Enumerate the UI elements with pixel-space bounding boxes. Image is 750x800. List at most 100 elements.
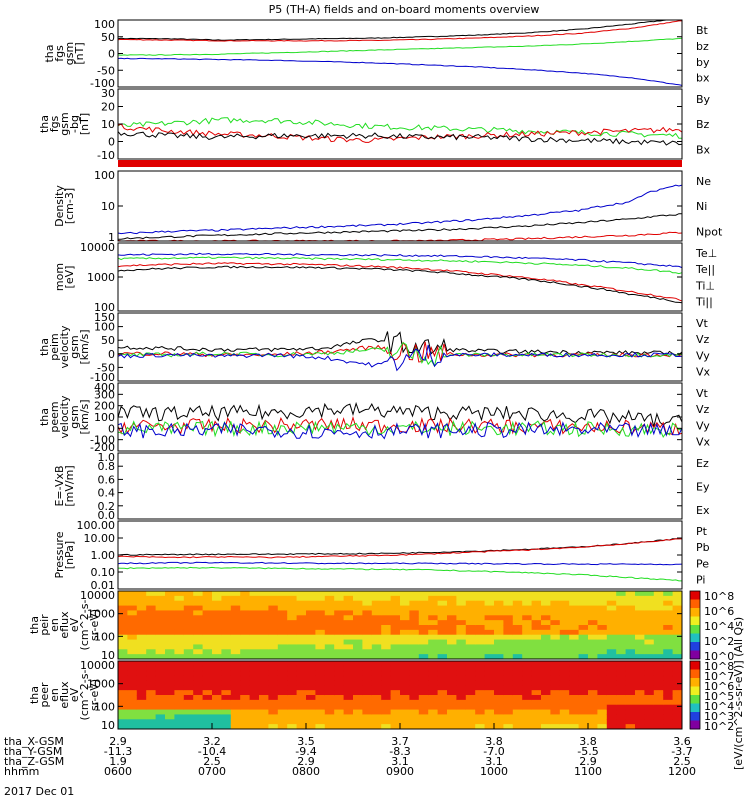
heatmap-cell — [118, 680, 128, 686]
heatmap-cell — [512, 634, 523, 641]
heatmap-cell — [183, 670, 194, 677]
heatmap-cell — [653, 680, 664, 686]
heatmap-cell — [146, 704, 157, 711]
heatmap-cell — [522, 634, 533, 641]
heatmap-cell — [268, 661, 279, 667]
colorbar-swatch — [690, 669, 700, 679]
heatmap-cell — [306, 685, 316, 691]
heatmap-cell — [287, 675, 298, 681]
heatmap-cell — [277, 634, 288, 641]
heatmap-cell — [512, 719, 523, 725]
heatmap-cell — [230, 605, 241, 611]
heatmap-cell — [447, 654, 457, 660]
heatmap-cell — [569, 714, 580, 720]
heatmap-cell — [118, 625, 128, 631]
heatmap-cell — [550, 625, 561, 631]
heatmap-cell — [381, 665, 392, 672]
heatmap-cell — [559, 610, 570, 616]
heatmap-cell — [259, 639, 269, 645]
heatmap-cell — [465, 615, 476, 621]
heatmap-cell — [118, 699, 128, 706]
heatmap-cell — [306, 591, 316, 597]
heatmap-cell — [597, 695, 608, 701]
heatmap-cell — [287, 699, 298, 706]
heatmap-cell — [447, 615, 457, 621]
heatmap-cell — [597, 610, 608, 616]
heatmap-cell — [202, 661, 213, 667]
heatmap-cell — [287, 591, 298, 597]
heatmap-cell — [306, 690, 316, 696]
y-axis-label: [km/s] — [78, 329, 91, 364]
heatmap-cell — [616, 644, 627, 650]
series-line-peim-Vx — [117, 344, 683, 372]
heatmap-cell — [268, 704, 279, 711]
heatmap-cell — [494, 665, 504, 672]
heatmap-cell — [653, 600, 664, 607]
heatmap-cell — [296, 595, 307, 602]
heatmap-cell — [155, 654, 166, 660]
panel-peer: 10^810^710^610^510^410^310^2100001000100… — [28, 659, 734, 733]
heatmap-cell — [409, 724, 420, 730]
heatmap-cell — [306, 670, 316, 677]
heatmap-cell — [334, 625, 345, 631]
heatmap-cell — [155, 591, 166, 597]
heatmap-cell — [230, 719, 241, 725]
heatmap-cell — [296, 661, 307, 667]
heatmap-cell — [484, 605, 495, 611]
heatmap-cell — [447, 595, 457, 602]
x-row-value: 0700 — [198, 765, 226, 778]
heatmap-cell — [183, 661, 194, 667]
heatmap-cell — [221, 704, 232, 711]
heatmap-cell — [644, 600, 655, 607]
heatmap-cell — [212, 695, 222, 701]
heatmap-cell — [512, 595, 523, 602]
heatmap-cell — [644, 615, 655, 621]
heatmap-cell — [240, 639, 251, 645]
heatmap-cell — [484, 709, 495, 715]
heatmap-cell — [400, 620, 410, 626]
heatmap-cell — [522, 615, 533, 621]
heatmap-cell — [353, 634, 363, 641]
heatmap-cell — [653, 620, 664, 626]
heatmap-cell — [522, 600, 533, 607]
heatmap-cell — [193, 620, 204, 626]
heatmap-cell — [588, 649, 598, 655]
heatmap-cell — [362, 610, 373, 616]
y-tick-label: 1.0 — [98, 451, 116, 464]
heatmap-cell — [400, 600, 410, 607]
heatmap-cell — [531, 629, 542, 636]
heatmap-cell — [390, 649, 401, 655]
heatmap-cell — [202, 605, 213, 611]
panel-peim: 150100500-50-100thapeimvelocitygsm[km/s]… — [38, 311, 711, 384]
heatmap-cell — [136, 620, 147, 626]
heatmap-cell — [381, 675, 392, 681]
heatmap-cell — [259, 605, 269, 611]
heatmap-cell — [230, 704, 241, 711]
heatmap-cell — [362, 654, 373, 660]
heatmap-cell — [155, 699, 166, 706]
heatmap-cell — [362, 690, 373, 696]
heatmap-cell — [550, 704, 561, 711]
heatmap-cell — [324, 675, 335, 681]
y-tick-label: 0 — [108, 136, 115, 149]
heatmap-cell — [202, 620, 213, 626]
heatmap-cell — [672, 670, 683, 677]
heatmap-cell — [484, 680, 495, 686]
heatmap-cell — [672, 634, 683, 641]
heatmap-cell — [597, 680, 608, 686]
heatmap-cell — [635, 605, 645, 611]
heatmap-cell — [212, 629, 222, 636]
heatmap-cell — [512, 665, 523, 672]
heatmap-cell — [343, 685, 354, 691]
heatmap-cell — [475, 685, 486, 691]
heatmap-cell — [212, 639, 222, 645]
heatmap-cell — [183, 615, 194, 621]
heatmap-cell — [240, 665, 251, 672]
heatmap-cell — [644, 685, 655, 691]
heatmap-cell — [418, 704, 429, 711]
heatmap-cell — [193, 690, 204, 696]
heatmap-cell — [230, 644, 241, 650]
heatmap-cell — [625, 695, 636, 701]
heatmap-cell — [193, 670, 204, 677]
